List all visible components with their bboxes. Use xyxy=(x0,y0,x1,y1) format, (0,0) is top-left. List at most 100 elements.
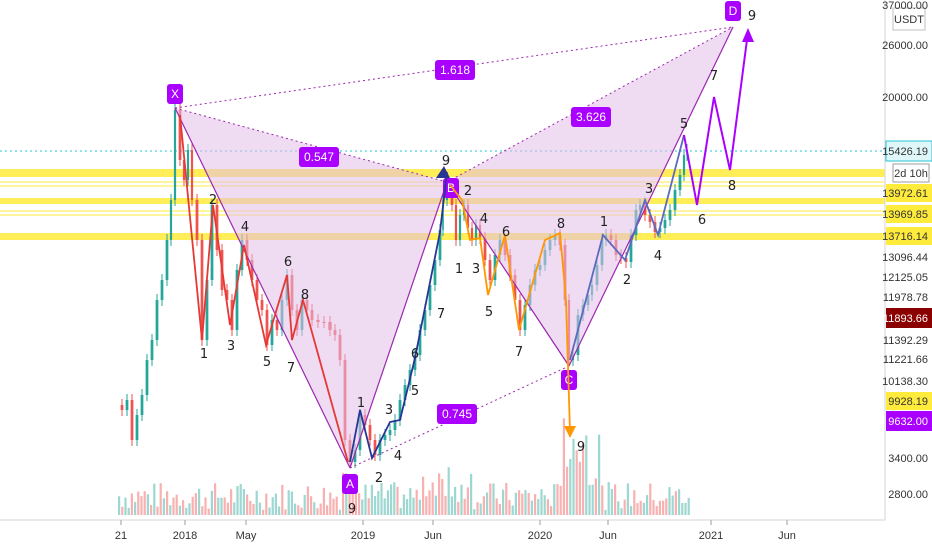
volume-bar xyxy=(594,478,597,515)
volume-bar xyxy=(306,486,309,515)
volume-bar xyxy=(550,506,553,515)
wave-label-2: 2 xyxy=(464,184,472,199)
wave-label-1: 1 xyxy=(455,262,463,277)
countdown-label: 2d 10h xyxy=(894,168,928,180)
ratio-label-1: 0.745 xyxy=(442,407,472,421)
candle xyxy=(235,270,239,330)
volume-bar xyxy=(175,494,178,515)
volume-bar xyxy=(553,484,556,515)
volume-bar xyxy=(598,434,601,515)
candle xyxy=(668,210,672,220)
candle xyxy=(378,440,382,455)
candle xyxy=(466,205,470,228)
volume-bar xyxy=(671,495,674,515)
support-price-box xyxy=(886,392,932,410)
time-tick: Jun xyxy=(778,530,796,542)
volume-bar xyxy=(630,505,633,515)
volume-bar xyxy=(479,503,482,515)
volume-bar xyxy=(210,490,213,515)
wave-label-9: 9 xyxy=(442,154,450,169)
candle xyxy=(523,305,527,330)
wave-label-6: 6 xyxy=(698,213,706,228)
volume-bar xyxy=(390,484,393,515)
wave-label-3: 3 xyxy=(645,182,653,197)
wave-label-2: 2 xyxy=(623,273,631,288)
candle xyxy=(260,300,264,310)
candle xyxy=(145,360,149,395)
volume-bar xyxy=(505,482,508,515)
volume-bar xyxy=(636,503,639,515)
current-price-label: 11893.66 xyxy=(883,313,928,325)
volume-bar xyxy=(566,466,569,515)
quote-unit-label: USDT xyxy=(894,14,924,26)
volume-bar xyxy=(626,483,629,515)
volume-bar xyxy=(185,507,188,515)
volume-bar xyxy=(329,492,332,515)
volume-bar xyxy=(450,496,453,515)
volume-bar xyxy=(380,482,383,515)
volume-bar xyxy=(639,500,642,515)
candle xyxy=(413,355,417,370)
volume-bar xyxy=(489,483,492,515)
pattern-price-box xyxy=(886,411,932,431)
volume-bar xyxy=(265,493,268,515)
wave-label-2: 2 xyxy=(209,193,217,208)
price-tick: 20000.00 xyxy=(882,92,928,104)
volume-bar xyxy=(428,490,431,515)
pattern-point-X: X xyxy=(171,87,179,101)
volume-bar xyxy=(454,486,457,515)
volume-bar xyxy=(214,483,217,515)
pattern-ratio-line-3 xyxy=(446,26,734,183)
volume-bar xyxy=(658,500,661,515)
candle xyxy=(353,450,357,462)
price-tick: 11392.29 xyxy=(883,335,928,347)
volume-bar xyxy=(527,492,530,515)
volume-bar xyxy=(460,484,463,515)
candle xyxy=(418,330,422,355)
wave-label-6: 6 xyxy=(284,255,292,270)
wave-2019-arrow xyxy=(436,166,450,178)
pattern-leg-2 xyxy=(446,181,570,367)
volume-bar xyxy=(681,502,684,515)
volume-bar xyxy=(377,491,380,515)
candle xyxy=(442,200,444,230)
price-tick: 11221.66 xyxy=(883,354,928,366)
volume-bar xyxy=(434,495,437,515)
candle xyxy=(275,320,279,330)
volume-bar xyxy=(588,484,591,515)
price-tick: 12125.05 xyxy=(882,272,928,284)
volume-bar xyxy=(386,490,389,515)
volume-bar xyxy=(134,502,137,515)
volume-bar xyxy=(511,505,514,515)
volume-bar xyxy=(335,496,338,515)
volume-bar xyxy=(607,482,610,515)
volume-bar xyxy=(546,499,549,515)
wave-label-4: 4 xyxy=(241,220,249,235)
volume-bar xyxy=(143,491,146,515)
candle xyxy=(648,215,652,222)
volume-bar xyxy=(486,492,489,515)
candle xyxy=(483,238,487,260)
volume-bar xyxy=(495,498,498,515)
candle xyxy=(428,285,432,310)
wave-label-7: 7 xyxy=(515,345,523,360)
candle xyxy=(629,235,633,262)
wave-label-9: 9 xyxy=(748,9,756,24)
wave-label-5: 5 xyxy=(680,117,688,132)
price-tick: 2800.00 xyxy=(888,489,928,501)
volume-bar xyxy=(422,476,425,515)
wave-label-7: 7 xyxy=(437,307,445,322)
volume-bar xyxy=(614,484,617,515)
candle xyxy=(678,175,682,190)
wave-label-1: 1 xyxy=(600,215,608,230)
volume-bar xyxy=(223,497,226,515)
candle xyxy=(270,320,274,345)
candle xyxy=(210,205,214,280)
volume-bar xyxy=(124,497,127,515)
volume-bars xyxy=(118,418,690,515)
wave-label-6: 6 xyxy=(411,347,419,362)
volume-bar xyxy=(530,500,533,515)
volume-bar xyxy=(367,498,370,515)
